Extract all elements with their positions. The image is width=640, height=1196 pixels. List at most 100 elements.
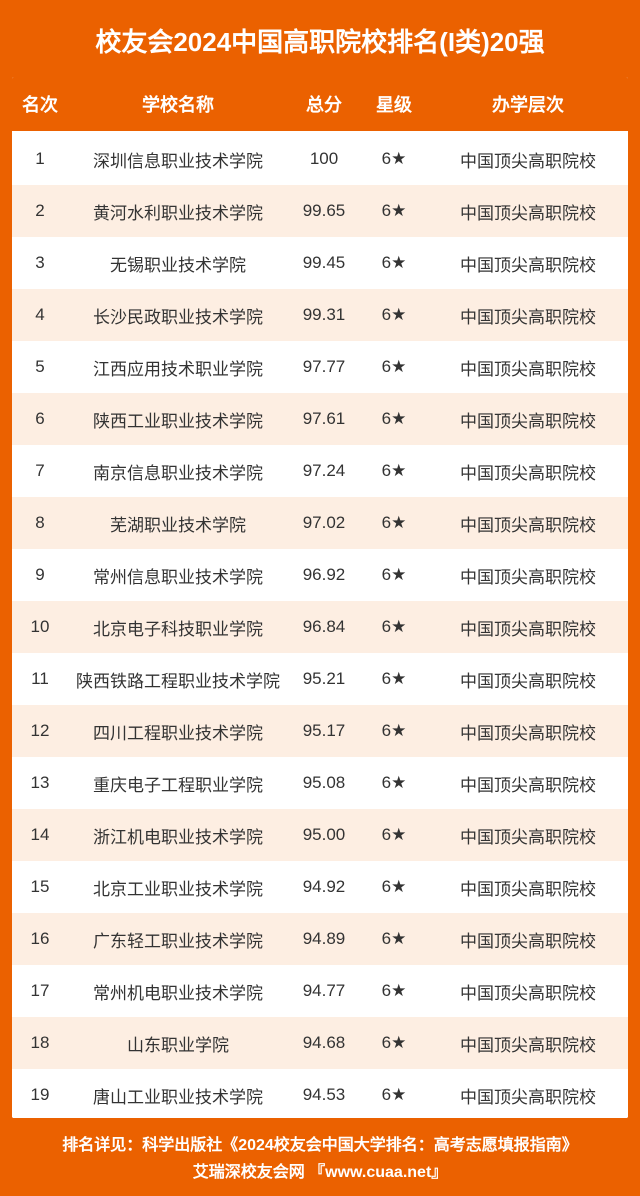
- cell-star: 6★: [360, 445, 428, 497]
- cell-star: 6★: [360, 289, 428, 341]
- cell-level: 中国顶尖高职院校: [428, 289, 628, 341]
- cell-name: 浙江机电职业技术学院: [68, 809, 288, 861]
- cell-score: 97.02: [288, 497, 360, 549]
- cell-star: 6★: [360, 237, 428, 289]
- table-row: 19唐山工业职业技术学院94.536★中国顶尖高职院校: [12, 1069, 628, 1118]
- cell-star: 6★: [360, 393, 428, 445]
- cell-rank: 4: [12, 289, 68, 341]
- ranking-table: 名次 学校名称 总分 星级 办学层次 1深圳信息职业技术学院1006★中国顶尖高…: [12, 77, 628, 1118]
- cell-name: 北京工业职业技术学院: [68, 861, 288, 913]
- table-row: 17常州机电职业技术学院94.776★中国顶尖高职院校: [12, 965, 628, 1017]
- cell-level: 中国顶尖高职院校: [428, 549, 628, 601]
- cell-rank: 7: [12, 445, 68, 497]
- cell-rank: 11: [12, 653, 68, 705]
- table-row: 13重庆电子工程职业学院95.086★中国顶尖高职院校: [12, 757, 628, 809]
- cell-level: 中国顶尖高职院校: [428, 809, 628, 861]
- table-row: 9常州信息职业技术学院96.926★中国顶尖高职院校: [12, 549, 628, 601]
- cell-level: 中国顶尖高职院校: [428, 653, 628, 705]
- table-row: 16广东轻工职业技术学院94.896★中国顶尖高职院校: [12, 913, 628, 965]
- cell-rank: 14: [12, 809, 68, 861]
- cell-name: 唐山工业职业技术学院: [68, 1069, 288, 1118]
- cell-level: 中国顶尖高职院校: [428, 965, 628, 1017]
- cell-rank: 2: [12, 185, 68, 237]
- cell-level: 中国顶尖高职院校: [428, 1017, 628, 1069]
- cell-name: 山东职业学院: [68, 1017, 288, 1069]
- cell-score: 100: [288, 132, 360, 185]
- cell-star: 6★: [360, 861, 428, 913]
- table-row: 11陕西铁路工程职业技术学院95.216★中国顶尖高职院校: [12, 653, 628, 705]
- table-row: 2黄河水利职业技术学院99.656★中国顶尖高职院校: [12, 185, 628, 237]
- ranking-card: 校友会2024中国高职院校排名(I类)20强 名次 学校名称 总分 星级 办学层…: [0, 0, 640, 1196]
- cell-level: 中国顶尖高职院校: [428, 497, 628, 549]
- cell-score: 96.84: [288, 601, 360, 653]
- cell-score: 95.21: [288, 653, 360, 705]
- cell-star: 6★: [360, 1069, 428, 1118]
- cell-level: 中国顶尖高职院校: [428, 393, 628, 445]
- cell-name: 陕西工业职业技术学院: [68, 393, 288, 445]
- footer-line-2: 艾瑞深校友会网 『www.cuaa.net』: [10, 1159, 630, 1186]
- cell-rank: 12: [12, 705, 68, 757]
- table-row: 15北京工业职业技术学院94.926★中国顶尖高职院校: [12, 861, 628, 913]
- cell-score: 96.92: [288, 549, 360, 601]
- cell-rank: 10: [12, 601, 68, 653]
- cell-name: 长沙民政职业技术学院: [68, 289, 288, 341]
- cell-rank: 5: [12, 341, 68, 393]
- cell-name: 无锡职业技术学院: [68, 237, 288, 289]
- cell-name: 深圳信息职业技术学院: [68, 132, 288, 185]
- cell-level: 中国顶尖高职院校: [428, 861, 628, 913]
- table-wrapper: 名次 学校名称 总分 星级 办学层次 1深圳信息职业技术学院1006★中国顶尖高…: [12, 77, 628, 1118]
- cell-level: 中国顶尖高职院校: [428, 185, 628, 237]
- cell-rank: 16: [12, 913, 68, 965]
- cell-score: 95.08: [288, 757, 360, 809]
- table-row: 10北京电子科技职业学院96.846★中国顶尖高职院校: [12, 601, 628, 653]
- table-row: 14浙江机电职业技术学院95.006★中国顶尖高职院校: [12, 809, 628, 861]
- cell-star: 6★: [360, 809, 428, 861]
- cell-level: 中国顶尖高职院校: [428, 913, 628, 965]
- cell-score: 94.92: [288, 861, 360, 913]
- cell-star: 6★: [360, 341, 428, 393]
- cell-rank: 13: [12, 757, 68, 809]
- cell-name: 北京电子科技职业学院: [68, 601, 288, 653]
- cell-level: 中国顶尖高职院校: [428, 601, 628, 653]
- cell-level: 中国顶尖高职院校: [428, 341, 628, 393]
- cell-name: 常州信息职业技术学院: [68, 549, 288, 601]
- cell-star: 6★: [360, 913, 428, 965]
- cell-level: 中国顶尖高职院校: [428, 132, 628, 185]
- cell-star: 6★: [360, 497, 428, 549]
- cell-name: 广东轻工职业技术学院: [68, 913, 288, 965]
- cell-name: 江西应用技术职业学院: [68, 341, 288, 393]
- cell-star: 6★: [360, 132, 428, 185]
- cell-score: 99.31: [288, 289, 360, 341]
- table-header-row: 名次 学校名称 总分 星级 办学层次: [12, 77, 628, 132]
- cell-star: 6★: [360, 549, 428, 601]
- cell-score: 97.24: [288, 445, 360, 497]
- cell-level: 中国顶尖高职院校: [428, 237, 628, 289]
- cell-score: 95.00: [288, 809, 360, 861]
- table-row: 12四川工程职业技术学院95.176★中国顶尖高职院校: [12, 705, 628, 757]
- cell-name: 四川工程职业技术学院: [68, 705, 288, 757]
- col-header-name: 学校名称: [68, 77, 288, 132]
- table-row: 4长沙民政职业技术学院99.316★中国顶尖高职院校: [12, 289, 628, 341]
- cell-level: 中国顶尖高职院校: [428, 445, 628, 497]
- cell-rank: 3: [12, 237, 68, 289]
- cell-score: 99.45: [288, 237, 360, 289]
- cell-score: 95.17: [288, 705, 360, 757]
- cell-star: 6★: [360, 653, 428, 705]
- cell-rank: 9: [12, 549, 68, 601]
- cell-rank: 17: [12, 965, 68, 1017]
- cell-score: 94.68: [288, 1017, 360, 1069]
- cell-score: 97.61: [288, 393, 360, 445]
- col-header-score: 总分: [288, 77, 360, 132]
- cell-score: 94.77: [288, 965, 360, 1017]
- cell-rank: 19: [12, 1069, 68, 1118]
- cell-star: 6★: [360, 965, 428, 1017]
- col-header-rank: 名次: [12, 77, 68, 132]
- cell-score: 94.89: [288, 913, 360, 965]
- cell-level: 中国顶尖高职院校: [428, 757, 628, 809]
- cell-name: 常州机电职业技术学院: [68, 965, 288, 1017]
- table-body: 1深圳信息职业技术学院1006★中国顶尖高职院校2黄河水利职业技术学院99.65…: [12, 132, 628, 1118]
- cell-name: 重庆电子工程职业学院: [68, 757, 288, 809]
- footer-line-1: 排名详见：科学出版社《2024校友会中国大学排名：高考志愿填报指南》: [10, 1132, 630, 1159]
- table-row: 6陕西工业职业技术学院97.616★中国顶尖高职院校: [12, 393, 628, 445]
- cell-level: 中国顶尖高职院校: [428, 705, 628, 757]
